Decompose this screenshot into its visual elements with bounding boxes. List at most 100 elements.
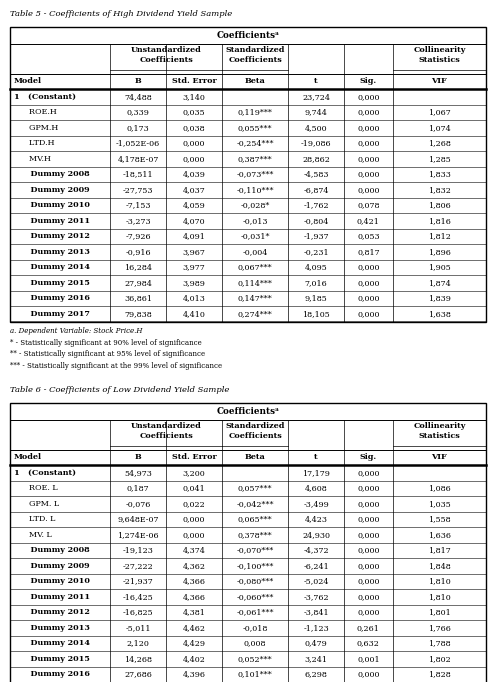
Text: -0,061***: -0,061*** xyxy=(237,608,274,617)
Text: 4,608: 4,608 xyxy=(305,484,327,492)
Text: 9,744: 9,744 xyxy=(305,108,327,116)
Text: 1,802: 1,802 xyxy=(428,655,451,663)
Text: 0,000: 0,000 xyxy=(357,484,379,492)
Text: 0,421: 0,421 xyxy=(357,217,380,225)
Text: B: B xyxy=(135,77,141,85)
Text: 7,016: 7,016 xyxy=(305,279,327,286)
Text: 0,000: 0,000 xyxy=(357,263,379,271)
Text: 3,200: 3,200 xyxy=(183,469,205,477)
Text: 36,861: 36,861 xyxy=(124,294,152,302)
Text: -21,937: -21,937 xyxy=(123,577,153,585)
Text: 0,078: 0,078 xyxy=(357,201,379,209)
Text: 54,973: 54,973 xyxy=(124,469,152,477)
Text: 0,000: 0,000 xyxy=(357,469,379,477)
Text: LTD. L: LTD. L xyxy=(14,515,56,523)
Text: Table 6 - Coefficients of Low Dividend Yield Sample: Table 6 - Coefficients of Low Dividend Y… xyxy=(10,386,229,394)
Text: 0,119***: 0,119*** xyxy=(238,108,273,116)
Text: 4,410: 4,410 xyxy=(183,310,206,318)
Text: 0,057***: 0,057*** xyxy=(238,484,272,492)
Text: 1,067: 1,067 xyxy=(428,108,451,116)
Text: 4,429: 4,429 xyxy=(183,639,206,647)
Text: -1,762: -1,762 xyxy=(303,201,329,209)
Text: 0,000: 0,000 xyxy=(357,123,379,132)
Text: 0,022: 0,022 xyxy=(183,500,205,508)
Text: 0,000: 0,000 xyxy=(357,310,379,318)
Text: 0,065***: 0,065*** xyxy=(238,515,272,523)
Text: 0,000: 0,000 xyxy=(357,108,379,116)
Text: -0,018: -0,018 xyxy=(243,624,268,632)
Text: 1,558: 1,558 xyxy=(428,515,451,523)
Text: 0,000: 0,000 xyxy=(183,139,205,147)
Text: -5,024: -5,024 xyxy=(304,577,329,585)
Text: 1,638: 1,638 xyxy=(428,310,451,318)
Text: 4,095: 4,095 xyxy=(305,263,327,271)
Text: Dummy 2010: Dummy 2010 xyxy=(14,577,90,585)
Text: 1,839: 1,839 xyxy=(428,294,451,302)
Text: 1,801: 1,801 xyxy=(428,608,451,617)
Text: Dummy 2016: Dummy 2016 xyxy=(14,294,90,302)
Text: 0,052***: 0,052*** xyxy=(238,655,272,663)
Text: 24,930: 24,930 xyxy=(302,531,330,539)
Text: t: t xyxy=(314,77,318,85)
Text: 4,381: 4,381 xyxy=(183,608,206,617)
Text: -3,273: -3,273 xyxy=(125,217,151,225)
Text: Dummy 2009: Dummy 2009 xyxy=(14,562,90,569)
Text: 0,378***: 0,378*** xyxy=(238,531,272,539)
Text: Table 5 - Coefficients of High Dividend Yield Sample: Table 5 - Coefficients of High Dividend … xyxy=(10,10,232,18)
Text: Dummy 2014: Dummy 2014 xyxy=(14,263,90,271)
Text: Sig.: Sig. xyxy=(360,77,377,85)
Text: 0,387***: 0,387*** xyxy=(238,155,272,163)
Text: 0,000: 0,000 xyxy=(183,531,205,539)
Text: 0,632: 0,632 xyxy=(357,639,380,647)
Text: 0,000: 0,000 xyxy=(357,593,379,601)
Text: 0,261: 0,261 xyxy=(357,624,380,632)
Text: 1,274E-06: 1,274E-06 xyxy=(117,531,159,539)
Text: -0,042***: -0,042*** xyxy=(237,500,274,508)
Text: 3,989: 3,989 xyxy=(183,279,206,286)
Text: 16,284: 16,284 xyxy=(124,263,152,271)
Text: 28,862: 28,862 xyxy=(302,155,330,163)
Text: 0,339: 0,339 xyxy=(126,108,149,116)
Text: 4,362: 4,362 xyxy=(183,562,206,569)
Text: 0,000: 0,000 xyxy=(357,670,379,679)
Text: 0,038: 0,038 xyxy=(183,123,205,132)
Text: Model: Model xyxy=(14,454,42,461)
Text: 1   (Constant): 1 (Constant) xyxy=(14,93,76,101)
Text: 4,039: 4,039 xyxy=(183,170,206,178)
Text: -4,372: -4,372 xyxy=(303,546,329,554)
Text: 0,000: 0,000 xyxy=(357,562,379,569)
Text: Dummy 2014: Dummy 2014 xyxy=(14,639,90,647)
Text: 1,874: 1,874 xyxy=(428,279,451,286)
Text: 9,185: 9,185 xyxy=(305,294,327,302)
Text: 0,067***: 0,067*** xyxy=(238,263,272,271)
Text: -0,076: -0,076 xyxy=(125,500,151,508)
Text: ** - Statistically significant at 95% level of significance: ** - Statistically significant at 95% le… xyxy=(10,350,205,358)
Text: 0,000: 0,000 xyxy=(183,515,205,523)
Text: Collinearity
Statistics: Collinearity Statistics xyxy=(413,422,466,440)
Text: -0,028*: -0,028* xyxy=(241,201,270,209)
Text: -16,825: -16,825 xyxy=(123,608,153,617)
Text: 0,053: 0,053 xyxy=(357,233,380,240)
Text: * - Statistically significant at 90% level of significance: * - Statistically significant at 90% lev… xyxy=(10,338,202,346)
Text: 0,055***: 0,055*** xyxy=(238,123,272,132)
Text: 1,828: 1,828 xyxy=(428,670,451,679)
Text: Dummy 2009: Dummy 2009 xyxy=(14,186,90,194)
Text: Beta: Beta xyxy=(245,454,265,461)
Text: *** - Statistically significant at the 99% level of significance: *** - Statistically significant at the 9… xyxy=(10,361,222,370)
Text: 0,479: 0,479 xyxy=(305,639,327,647)
Text: LTD.H: LTD.H xyxy=(14,139,55,147)
Text: -18,511: -18,511 xyxy=(123,170,153,178)
Text: 1,816: 1,816 xyxy=(428,217,451,225)
Text: -5,011: -5,011 xyxy=(125,624,151,632)
Text: 4,059: 4,059 xyxy=(183,201,205,209)
Text: 0,000: 0,000 xyxy=(357,515,379,523)
Text: 0,000: 0,000 xyxy=(357,500,379,508)
Text: -0,110***: -0,110*** xyxy=(237,186,274,194)
Text: -0,013: -0,013 xyxy=(243,217,268,225)
Text: 1,268: 1,268 xyxy=(428,139,451,147)
Text: Dummy 2008: Dummy 2008 xyxy=(14,546,90,554)
Text: 4,396: 4,396 xyxy=(183,670,206,679)
Text: Unstandardized
Coefficients: Unstandardized Coefficients xyxy=(131,46,201,63)
Text: -4,583: -4,583 xyxy=(304,170,329,178)
Text: 4,462: 4,462 xyxy=(183,624,206,632)
